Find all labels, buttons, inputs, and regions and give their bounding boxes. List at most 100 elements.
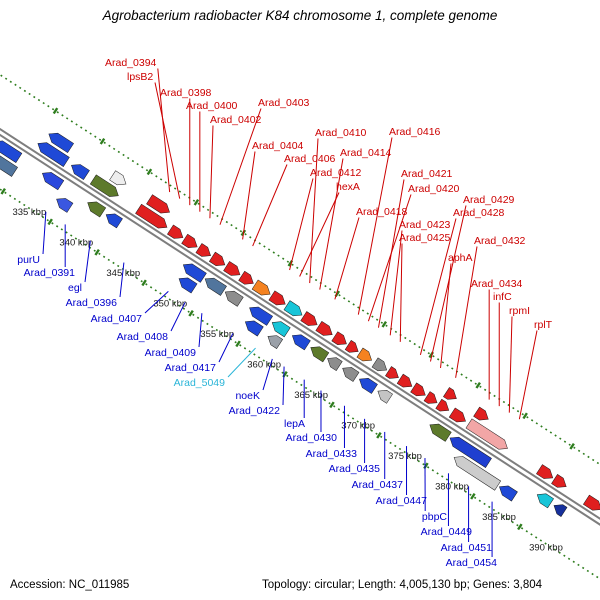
- gene-arrow[interactable]: [103, 210, 123, 229]
- gene-label[interactable]: Arad_0437: [352, 479, 404, 491]
- gene-label[interactable]: infC: [493, 291, 512, 303]
- gene-label[interactable]: purU: [17, 254, 40, 266]
- gene-arrow[interactable]: [176, 274, 198, 294]
- gene-label[interactable]: Arad_5049: [174, 377, 226, 389]
- gene-arrow[interactable]: [465, 418, 511, 453]
- gene-arrow[interactable]: [35, 139, 70, 167]
- gene-label[interactable]: lepA: [284, 418, 305, 430]
- gene-arrow[interactable]: [0, 137, 23, 163]
- gene-arrow[interactable]: [68, 161, 90, 181]
- gene-label[interactable]: Arad_0449: [421, 526, 473, 538]
- gene-arrow[interactable]: [451, 453, 502, 491]
- gene-label[interactable]: Arad_0396: [66, 297, 118, 309]
- gene-label[interactable]: Arad_0454: [446, 557, 498, 569]
- gene-label[interactable]: Arad_0430: [286, 432, 338, 444]
- gene-label[interactable]: Arad_0394: [105, 57, 157, 69]
- gene-arrow[interactable]: [289, 331, 311, 351]
- gene-arrow[interactable]: [181, 233, 201, 251]
- gene-label[interactable]: Arad_0406: [284, 153, 336, 165]
- gene-arrow[interactable]: [551, 474, 569, 491]
- gene-arrow[interactable]: [202, 274, 227, 296]
- gene-arrow[interactable]: [356, 374, 378, 394]
- gene-label[interactable]: rpmI: [509, 305, 530, 317]
- gene-label[interactable]: Arad_0421: [401, 168, 453, 180]
- gene-label[interactable]: Arad_0412: [310, 167, 362, 179]
- gene-arrow[interactable]: [325, 354, 343, 371]
- gene-arrow[interactable]: [331, 331, 350, 349]
- gene-arrow[interactable]: [356, 347, 375, 365]
- gene-label[interactable]: Arad_0428: [453, 207, 505, 219]
- gene-arrow[interactable]: [375, 386, 393, 404]
- gene-label[interactable]: Arad_0417: [165, 362, 217, 374]
- gene-arrow[interactable]: [269, 318, 291, 338]
- gene-arrow[interactable]: [448, 407, 468, 426]
- gene-arrow[interactable]: [0, 149, 18, 177]
- gene-arrow[interactable]: [85, 198, 107, 218]
- gene-label[interactable]: Arad_0416: [389, 126, 441, 138]
- gene-label[interactable]: Arad_0435: [329, 463, 381, 475]
- gene-arrow[interactable]: [551, 501, 568, 517]
- gene-arrow[interactable]: [496, 482, 518, 502]
- gene-arrow[interactable]: [534, 490, 554, 509]
- gene-arrow[interactable]: [180, 260, 207, 283]
- gene-arrow[interactable]: [146, 194, 172, 217]
- gene-arrow[interactable]: [344, 340, 361, 356]
- gene-label[interactable]: Arad_0407: [91, 313, 143, 325]
- gene-label[interactable]: Arad_0434: [471, 278, 523, 290]
- gene-label[interactable]: Arad_0408: [117, 331, 169, 343]
- gene-label[interactable]: Arad_0418: [356, 206, 408, 218]
- gene-label[interactable]: Arad_0414: [340, 147, 392, 159]
- gene-arrow[interactable]: [315, 320, 335, 339]
- gene-arrow[interactable]: [423, 391, 440, 408]
- gene-arrow[interactable]: [443, 387, 459, 403]
- gene-label[interactable]: lpsB2: [127, 71, 153, 83]
- gene-arrow[interactable]: [410, 382, 429, 400]
- gene-arrow[interactable]: [54, 195, 74, 213]
- gene-arrow[interactable]: [222, 287, 244, 307]
- gene-label[interactable]: Arad_0410: [315, 127, 367, 139]
- gene-arrow[interactable]: [223, 261, 243, 279]
- gene-arrow[interactable]: [385, 366, 401, 383]
- gene-arrow[interactable]: [340, 364, 360, 382]
- gene-arrow[interactable]: [268, 290, 288, 309]
- gene-arrow[interactable]: [39, 169, 65, 191]
- gene-label[interactable]: Arad_0429: [463, 194, 515, 206]
- gene-label[interactable]: Arad_0432: [474, 235, 526, 247]
- gene-arrow[interactable]: [371, 357, 390, 375]
- gene-arrow[interactable]: [396, 373, 415, 391]
- gene-label[interactable]: Arad_0400: [186, 100, 238, 112]
- gene-label[interactable]: Arad_0433: [306, 448, 358, 460]
- gene-arrow[interactable]: [167, 224, 186, 242]
- gene-label[interactable]: Arad_0423: [399, 219, 451, 231]
- gene-arrow[interactable]: [238, 270, 257, 288]
- gene-arrow[interactable]: [283, 300, 305, 320]
- gene-label[interactable]: Arad_0402: [210, 114, 262, 126]
- gene-arrow[interactable]: [109, 170, 129, 189]
- gene-label[interactable]: Arad_0403: [258, 97, 310, 109]
- gene-arrow[interactable]: [435, 398, 452, 415]
- gene-label[interactable]: Arad_0404: [252, 140, 304, 152]
- gene-label[interactable]: Arad_0422: [229, 405, 281, 417]
- gene-arrow[interactable]: [536, 464, 555, 483]
- gene-label[interactable]: Arad_0451: [441, 542, 493, 554]
- gene-arrow[interactable]: [427, 420, 452, 442]
- gene-label[interactable]: noeK: [235, 390, 260, 402]
- gene-label[interactable]: Arad_0447: [376, 495, 428, 507]
- gene-arrow[interactable]: [46, 129, 74, 154]
- gene-label[interactable]: Arad_0425: [399, 232, 451, 244]
- gene-arrow[interactable]: [265, 332, 283, 349]
- gene-arrow[interactable]: [308, 343, 330, 363]
- gene-arrow[interactable]: [251, 279, 273, 299]
- gene-label[interactable]: aphA: [448, 252, 473, 264]
- gene-label[interactable]: hexA: [336, 181, 360, 193]
- gene-arrow[interactable]: [208, 251, 228, 269]
- gene-arrow[interactable]: [89, 174, 121, 201]
- gene-arrow[interactable]: [583, 494, 600, 514]
- gene-label[interactable]: pbpC: [422, 511, 448, 523]
- gene-arrow[interactable]: [247, 303, 274, 326]
- gene-label[interactable]: Arad_0391: [24, 267, 76, 279]
- gene-arrow[interactable]: [447, 433, 492, 468]
- gene-label[interactable]: Arad_0409: [145, 347, 197, 359]
- gene-arrow[interactable]: [300, 311, 320, 330]
- gene-arrow[interactable]: [135, 203, 171, 232]
